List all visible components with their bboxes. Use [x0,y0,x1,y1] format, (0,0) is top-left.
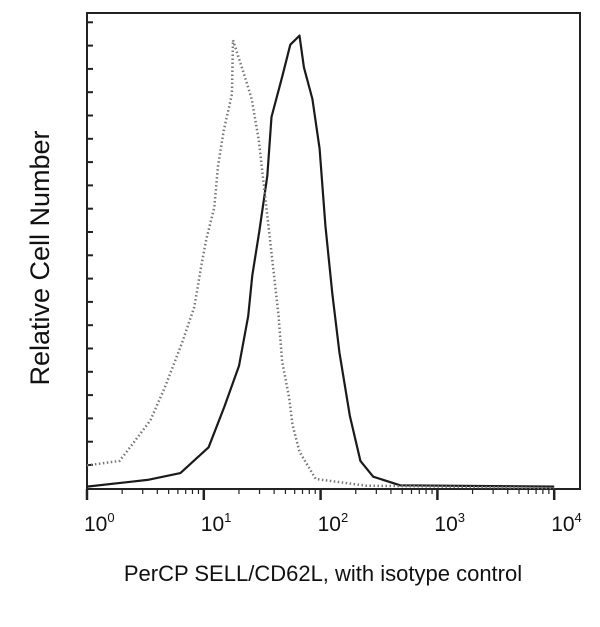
x-axis-ticks [85,489,556,500]
tick-base: 10 [434,513,457,536]
tick-exponent: 4 [575,510,582,525]
x-tick-label: 100 [84,510,115,536]
tick-base: 10 [84,513,107,536]
tick-exponent: 1 [224,510,231,525]
sample-histogram [86,34,555,488]
isotype-control-histogram [86,38,555,490]
x-tick-label: 101 [201,510,232,536]
tick-exponent: 0 [107,510,114,525]
tick-exponent: 2 [341,510,348,525]
tick-base: 10 [318,513,341,536]
x-axis-label: PerCP SELL/CD62L, with isotype control [124,561,522,586]
tick-exponent: 3 [458,510,465,525]
tick-base: 10 [551,513,574,536]
x-tick-label: 102 [318,510,349,536]
y-axis-ticks [87,21,93,466]
series-group [86,34,555,490]
y-axis-label: Relative Cell Number [25,130,55,385]
tick-base: 10 [201,513,224,536]
plot-frame [86,12,581,490]
x-tick-label: 104 [551,510,582,536]
x-tick-label: 103 [434,510,465,536]
x-tick-labels: 100 101 102 103 104 [84,510,582,536]
